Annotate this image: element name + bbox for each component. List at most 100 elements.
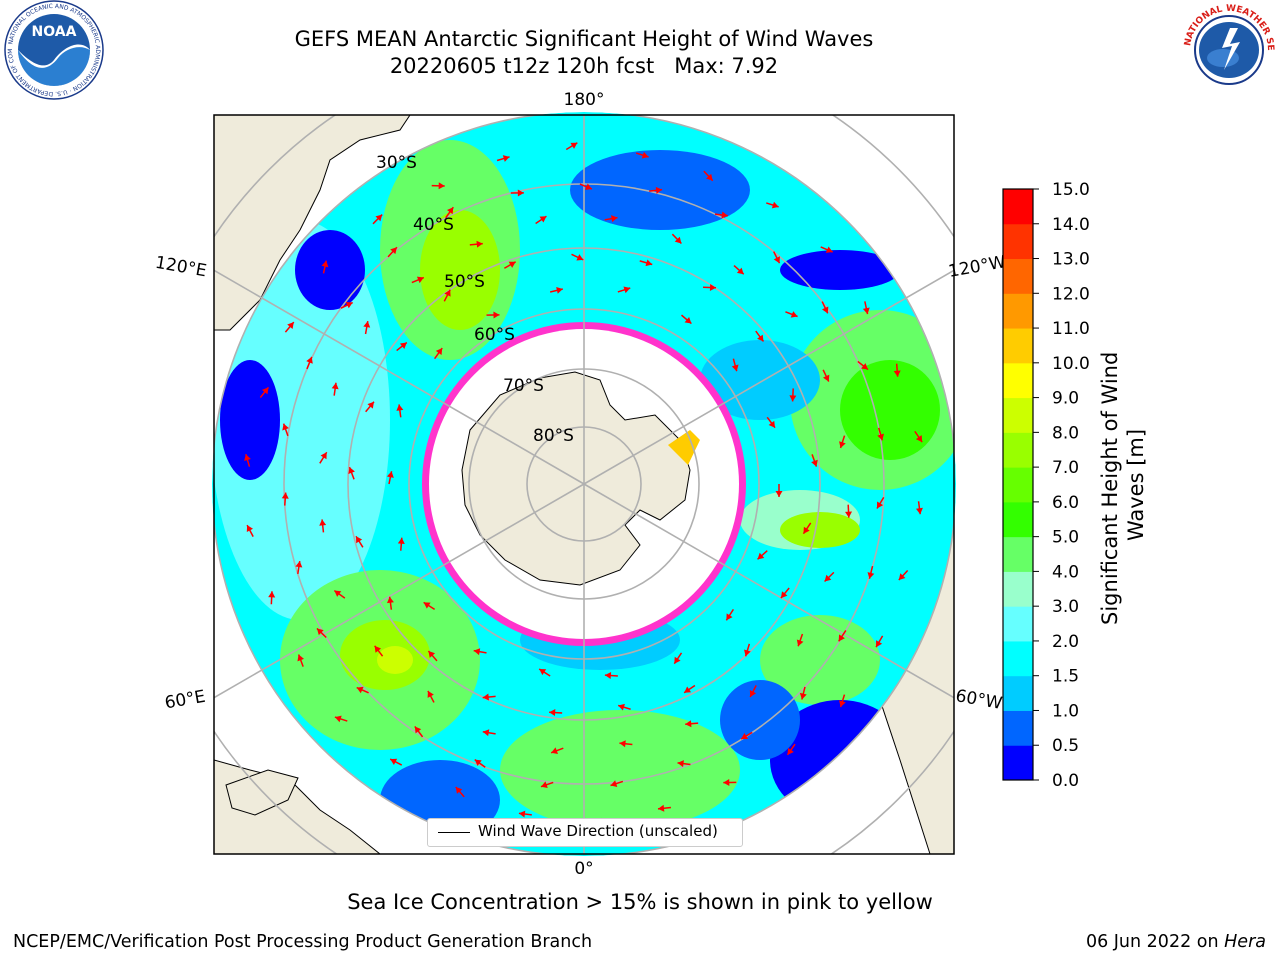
wave-direction-arrow xyxy=(617,703,631,711)
wave-direction-arrow xyxy=(617,286,631,294)
lon-label-120e: 120°E xyxy=(154,253,208,282)
pacific-land-top-right xyxy=(840,115,954,200)
wave-direction-arrow xyxy=(423,601,436,610)
wave-direction-arrow xyxy=(789,388,797,402)
lon-label-180: 180° xyxy=(564,90,605,110)
wave-direction-arrow xyxy=(319,519,327,533)
wave-direction-arrow xyxy=(355,535,364,548)
lon-label-60w: 60°W xyxy=(954,686,1004,714)
lat-label-80s: 80°S xyxy=(533,426,574,446)
wind-wave-arrows xyxy=(244,142,923,826)
wave-direction-arrow xyxy=(821,301,829,314)
wave-direction-arrow xyxy=(845,504,853,518)
legend-label: Wind Wave Direction (unscaled) xyxy=(478,822,718,840)
wave-direction-arrow xyxy=(862,301,870,315)
wave-direction-arrow xyxy=(635,151,649,159)
wave-direction-arrow xyxy=(334,715,348,723)
wave-direction-arrow xyxy=(473,648,487,656)
wave-direction-arrow xyxy=(740,731,753,740)
wave-direction-arrow xyxy=(604,672,618,680)
wave-direction-arrow xyxy=(486,311,500,319)
wave-direction-arrow xyxy=(268,591,276,605)
wave-direction-arrow xyxy=(820,246,833,253)
wave-direction-arrow xyxy=(411,276,425,284)
lat-label-30s: 30°S xyxy=(376,153,417,173)
wave-direction-arrow xyxy=(414,725,424,738)
wave-direction-arrow xyxy=(796,633,804,647)
wave-direction-arrow xyxy=(619,740,633,748)
wave-direction-arrow xyxy=(857,360,869,371)
wave-direction-arrow xyxy=(802,522,812,535)
wave-direction-arrow xyxy=(731,358,739,372)
wave-direction-arrow xyxy=(839,435,846,449)
wave-direction-arrow xyxy=(876,496,885,509)
map-title: GEFS MEAN Antarctic Significant Height o… xyxy=(294,27,874,51)
wave-direction-arrow xyxy=(319,451,328,464)
wave-direction-arrow xyxy=(839,694,846,708)
map-frame xyxy=(213,114,955,855)
wave-direction-arrow xyxy=(875,635,884,648)
wave-direction-arrow xyxy=(295,560,303,575)
wave-direction-arrow xyxy=(915,501,923,515)
wave-direction-arrow xyxy=(649,186,663,194)
lat-label-70s: 70°S xyxy=(503,376,544,396)
wave-direction-arrow xyxy=(503,261,517,269)
wave-direction-arrow xyxy=(673,652,683,665)
wave-direction-arrow xyxy=(374,645,384,657)
wave-direction-arrow xyxy=(297,654,304,667)
wave-direction-arrow xyxy=(518,810,532,818)
wave-direction-arrow xyxy=(469,240,483,248)
wave-direction-arrow xyxy=(579,183,593,190)
wave-direction-arrow xyxy=(281,492,289,506)
map-legend: Wind Wave Direction (unscaled) xyxy=(427,818,743,847)
wave-direction-arrow xyxy=(356,686,369,694)
wave-direction-arrow xyxy=(387,246,398,258)
graticule xyxy=(214,115,954,854)
wave-direction-arrow xyxy=(474,758,486,768)
wave-direction-arrow xyxy=(714,211,728,219)
wave-direction-arrow xyxy=(549,286,563,294)
generation-date: 06 Jun 2022 on Hera xyxy=(1086,932,1266,952)
wave-direction-arrow xyxy=(321,260,329,274)
antarctic-peninsula-land xyxy=(668,430,700,465)
wave-direction-arrow xyxy=(677,760,691,768)
wave-direction-arrow xyxy=(657,804,672,812)
wave-direction-arrow xyxy=(898,569,909,581)
wave-direction-arrow xyxy=(744,643,751,657)
wave-direction-arrow xyxy=(799,686,807,700)
wave-direction-arrow xyxy=(443,289,451,302)
wave-direction-arrow xyxy=(786,743,796,756)
australia-land xyxy=(214,115,411,331)
wave-direction-arrow xyxy=(259,386,270,398)
wave-direction-arrow xyxy=(549,709,563,717)
wave-direction-arrow xyxy=(333,589,346,599)
wave-direction-arrow xyxy=(431,182,445,190)
wave-direction-arrow xyxy=(914,430,923,443)
wave-direction-arrow xyxy=(455,786,465,798)
wave-direction-arrow xyxy=(725,608,735,621)
wave-direction-arrow xyxy=(610,780,624,787)
noaa-logo: NOAA NATIONAL OCEANIC AND ATMOSPHERIC AD… xyxy=(2,0,104,100)
wave-direction-arrow xyxy=(372,214,383,225)
wave-direction-arrow xyxy=(639,259,653,267)
wave-direction-arrow xyxy=(535,215,547,225)
wave-direction-arrow xyxy=(723,779,737,787)
wave-direction-arrow xyxy=(604,215,618,223)
wave-direction-arrow xyxy=(363,321,371,335)
wave-direction-arrow xyxy=(284,321,295,333)
wave-direction-arrow xyxy=(282,423,289,437)
wave-direction-arrow xyxy=(348,466,355,480)
wave-direction-arrow xyxy=(396,341,408,352)
wave-direction-arrow xyxy=(565,142,578,151)
wave-direction-arrow xyxy=(780,587,790,599)
lat-label-50s: 50°S xyxy=(444,272,485,292)
wave-direction-arrow xyxy=(396,404,404,418)
wave-direction-arrow xyxy=(482,693,496,701)
nws-logo: NATIONAL WEATHER SERVICE xyxy=(1178,0,1277,98)
wave-direction-arrow xyxy=(244,454,251,467)
wave-direction-arrow xyxy=(685,720,699,728)
wave-direction-arrow xyxy=(867,565,875,579)
lat-label-40s: 40°S xyxy=(413,215,454,235)
wave-direction-arrow xyxy=(365,401,375,413)
